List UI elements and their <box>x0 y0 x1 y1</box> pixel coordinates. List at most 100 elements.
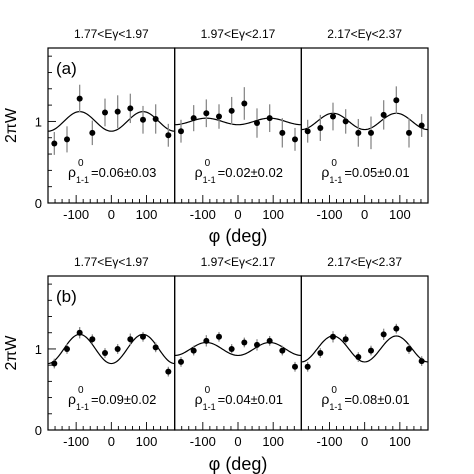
rho-superscript: 0 <box>331 385 337 396</box>
subpanel-title: 1.97<Eγ<2.17 <box>201 255 276 269</box>
data-point <box>330 113 336 120</box>
data-point <box>165 132 172 139</box>
data-point <box>76 95 83 102</box>
rho-value: =0.04±0.01 <box>218 392 283 407</box>
subpanel-title: 1.77<Eγ<1.97 <box>74 27 149 41</box>
data-point <box>114 108 121 115</box>
rho-value: =0.05±0.01 <box>344 165 409 180</box>
data-point <box>102 350 108 356</box>
data-point <box>114 345 121 352</box>
data-point <box>241 100 248 107</box>
subpanel-title: 1.77<Eγ<1.97 <box>74 255 149 269</box>
data-point <box>51 140 58 147</box>
x-tick-label: 0 <box>361 207 368 222</box>
data-point <box>203 337 210 344</box>
rho-subscript: 1-1 <box>76 175 89 185</box>
data-point <box>368 347 374 354</box>
data-point <box>51 360 58 367</box>
fit-curve <box>301 112 429 131</box>
data-point <box>406 129 412 136</box>
rho-subscript: 1-1 <box>203 175 216 185</box>
y-axis-label: 2πW <box>3 335 20 371</box>
x-tick-label: 100 <box>389 207 411 222</box>
data-point <box>152 115 159 122</box>
data-point <box>355 129 362 136</box>
fit-curve <box>47 333 175 365</box>
data-point <box>279 129 286 136</box>
data-point <box>216 333 222 340</box>
data-point <box>228 107 235 114</box>
x-tick-label: 0 <box>361 434 368 449</box>
data-point <box>254 341 260 348</box>
x-tick-label: 0 <box>234 207 241 222</box>
data-point <box>406 345 412 352</box>
x-tick-label: -100 <box>316 434 342 449</box>
data-point <box>102 109 108 116</box>
fit-curve <box>174 341 302 357</box>
x-tick-label: -100 <box>63 207 89 222</box>
fit-curve <box>301 335 429 363</box>
rho-value: =0.08±0.01 <box>344 392 409 407</box>
data-point <box>342 118 349 125</box>
subpanel-title: 2.17<Eγ<2.37 <box>327 27 402 41</box>
panel-label: (a) <box>56 59 77 78</box>
x-tick-label: 0 <box>108 434 115 449</box>
rho-superscript: 0 <box>78 158 84 169</box>
data-point <box>64 345 70 352</box>
y-tick-label: 0 <box>35 196 42 211</box>
data-point <box>127 336 134 343</box>
x-tick-label: 100 <box>262 434 284 449</box>
rho-symbol: ρ <box>321 391 329 407</box>
data-point <box>76 329 83 336</box>
x-tick-label: -100 <box>316 207 342 222</box>
data-point <box>178 358 184 365</box>
data-point <box>266 337 273 344</box>
x-axis-label: φ (deg) <box>209 454 268 474</box>
data-point <box>254 120 260 127</box>
rho-symbol: ρ <box>195 391 203 407</box>
x-tick-label: -100 <box>190 207 216 222</box>
data-point <box>241 339 248 346</box>
x-tick-label: 100 <box>136 207 158 222</box>
data-point <box>304 363 311 370</box>
x-tick-label: -100 <box>190 434 216 449</box>
data-point <box>140 116 146 123</box>
y-tick-label: 0 <box>35 423 42 438</box>
x-tick-label: 100 <box>262 207 284 222</box>
x-tick-label: 100 <box>136 434 158 449</box>
rho-symbol: ρ <box>321 164 329 180</box>
data-point <box>292 136 298 143</box>
data-point <box>317 350 324 356</box>
x-tick-label: -100 <box>63 434 89 449</box>
panel-label: (b) <box>56 287 77 306</box>
data-point <box>203 110 210 117</box>
data-point <box>380 111 387 118</box>
subpanel-title: 1.97<Eγ<2.17 <box>201 27 276 41</box>
x-tick-label: 100 <box>389 434 411 449</box>
data-point <box>393 325 400 332</box>
y-tick-label: 1 <box>35 114 42 129</box>
y-tick-label: 1 <box>35 342 42 357</box>
rho-value: =0.09±0.02 <box>91 392 156 407</box>
rho-value: =0.06±0.03 <box>91 165 156 180</box>
data-point <box>368 129 374 136</box>
y-axis-label: 2πW <box>3 107 20 143</box>
rho-superscript: 0 <box>205 158 211 169</box>
data-point <box>228 345 235 352</box>
rho-superscript: 0 <box>205 385 211 396</box>
data-point <box>279 347 286 354</box>
data-point <box>64 136 70 143</box>
data-point <box>418 358 425 365</box>
rho-superscript: 0 <box>78 385 84 396</box>
rho-subscript: 1-1 <box>329 175 342 185</box>
data-point <box>330 333 336 340</box>
rho-symbol: ρ <box>195 164 203 180</box>
